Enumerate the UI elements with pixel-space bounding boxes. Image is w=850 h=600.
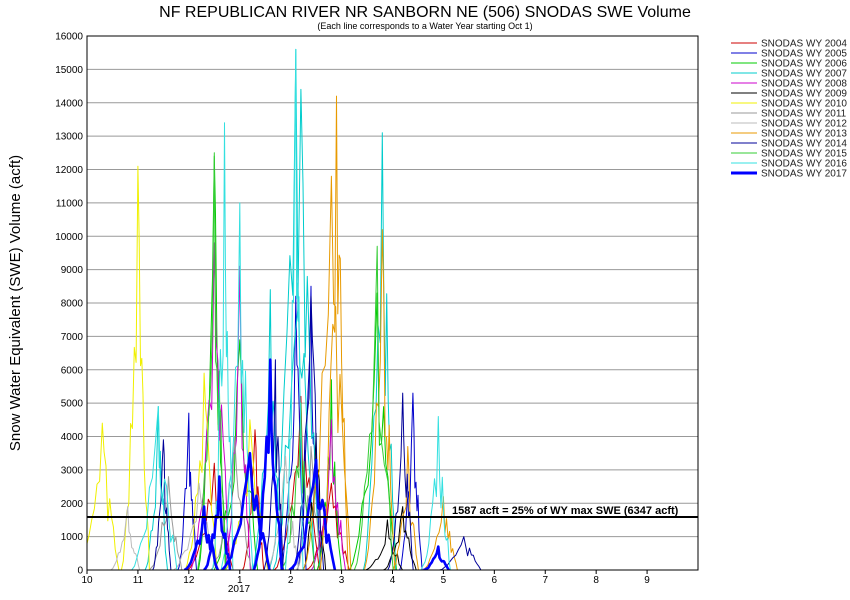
y-axis-ticks: 0 1000 2000 3000 4000 5000 6000 7000 8000 9000 100…: [55, 32, 83, 577]
legend-entry: SNODAS WY 2012: [761, 119, 847, 130]
legend-entry: SNODAS WY 2009: [761, 89, 847, 100]
y-tick-label: 7000: [61, 332, 84, 343]
legend-entry: SNODAS WY 2014: [761, 139, 847, 150]
y-tick-label: 3000: [61, 465, 84, 476]
legend-entry: SNODAS WY 2004: [761, 39, 847, 50]
legend-entry: SNODAS WY 2015: [761, 149, 847, 160]
x-tick-label: 5: [441, 575, 447, 586]
y-tick-label: 14000: [55, 98, 83, 109]
legend-entry: SNODAS WY 2011: [761, 109, 847, 120]
y-tick-label: 4000: [61, 432, 84, 443]
x-tick-label: 10: [81, 575, 93, 586]
series-group: [87, 48, 482, 570]
series-line: [303, 95, 458, 570]
chart-subtitle: (Each line corresponds to a Water Year s…: [317, 21, 532, 31]
threshold-label: 1587 acft = 25% of WY max SWE (6347 acft…: [452, 505, 679, 517]
series-line: [183, 358, 450, 570]
legend-entry: SNODAS WY 2008: [761, 79, 847, 90]
x-axis-ticks: 10 11 12 1 2 3 4 5 6 7 8 9: [81, 570, 650, 586]
y-axis-label: Snow Water Equivalent (SWE) Volume (acft…: [7, 155, 24, 451]
y-tick-label: 2000: [61, 499, 84, 510]
series-line: [131, 48, 451, 570]
x-tick-label: 3: [339, 575, 345, 586]
y-tick-label: 0: [77, 566, 83, 577]
x-tick-label: 9: [644, 575, 650, 586]
series-line: [177, 285, 423, 570]
x-tick-label: 6: [492, 575, 498, 586]
legend-entry: SNODAS WY 2006: [761, 59, 847, 70]
grid-lines: [87, 35, 698, 538]
x-tick-label: 12: [183, 575, 195, 586]
legend-entry: SNODAS WY 2005: [761, 49, 847, 60]
y-tick-label: 16000: [55, 32, 83, 43]
x-tick-label: 1: [237, 575, 243, 586]
series-line: [186, 395, 350, 570]
y-tick-label: 5000: [61, 399, 84, 410]
series-line: [87, 165, 269, 570]
y-tick-label: 1000: [61, 532, 84, 543]
legend-entry: SNODAS WY 2017: [761, 169, 847, 180]
y-tick-label: 15000: [55, 65, 83, 76]
y-tick-label: 13000: [55, 132, 83, 143]
legend-entry: SNODAS WY 2010: [761, 99, 847, 110]
x-tick-label: 8: [593, 575, 599, 586]
chart-title: NF REPUBLICAN RIVER NR SANBORN NE (506) …: [159, 4, 691, 21]
x-tick-label: 7: [542, 575, 548, 586]
x-tick-label: 4: [390, 575, 396, 586]
series-line: [152, 295, 482, 570]
y-tick-label: 9000: [61, 265, 84, 276]
x-tick-label: 2: [288, 575, 294, 586]
y-tick-label: 11000: [56, 198, 84, 209]
legend-entry: SNODAS WY 2013: [761, 129, 847, 140]
y-tick-label: 6000: [61, 365, 84, 376]
legend-entry: SNODAS WY 2007: [761, 69, 847, 80]
plot-frame: [86, 35, 699, 571]
y-tick-label: 8000: [61, 299, 84, 310]
y-tick-label: 12000: [55, 165, 83, 176]
x-axis-year-label: 2017: [228, 584, 251, 595]
legend-entry: SNODAS WY 2016: [761, 159, 847, 170]
y-tick-label: 10000: [55, 232, 83, 243]
x-tick-label: 11: [133, 575, 144, 586]
